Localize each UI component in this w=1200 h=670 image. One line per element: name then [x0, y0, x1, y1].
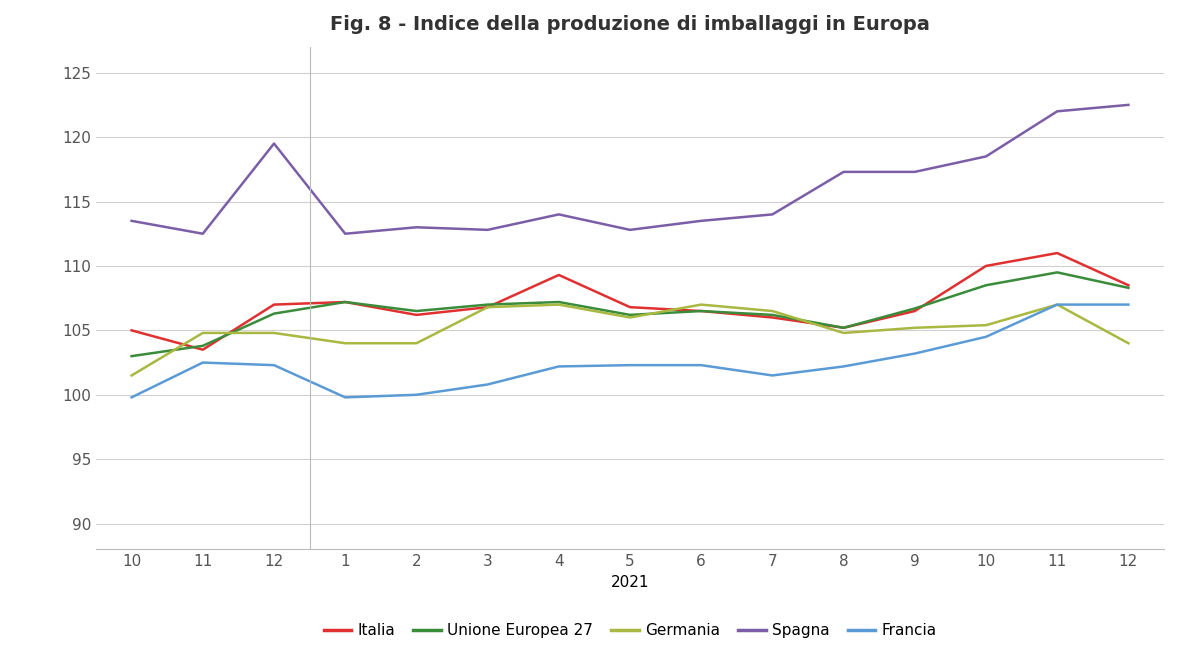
Spagna [694, 217, 708, 225]
Italia [196, 346, 210, 354]
Unione Europea 27 [552, 298, 566, 306]
Spagna [979, 152, 994, 160]
Unione Europea 27 [125, 352, 139, 360]
Spagna [552, 210, 566, 218]
Italia [1050, 249, 1064, 257]
Germania [907, 324, 922, 332]
Germania [196, 329, 210, 337]
Unione Europea 27 [694, 307, 708, 315]
Italia [552, 271, 566, 279]
Germania [338, 339, 353, 347]
Germania [1121, 339, 1135, 347]
Francia [836, 362, 851, 371]
Spagna [766, 210, 780, 218]
Germania [979, 321, 994, 329]
Italia [907, 307, 922, 315]
Italia [836, 324, 851, 332]
Spagna [836, 168, 851, 176]
Germania [1050, 301, 1064, 309]
Unione Europea 27 [196, 342, 210, 350]
Francia [480, 381, 494, 389]
Title: Fig. 8 - Indice della produzione di imballaggi in Europa: Fig. 8 - Indice della produzione di imba… [330, 15, 930, 34]
Germania [480, 303, 494, 311]
Italia [266, 301, 281, 309]
Spagna [409, 223, 424, 231]
Francia [125, 393, 139, 401]
Spagna [338, 230, 353, 238]
Francia [979, 333, 994, 341]
Italia [338, 298, 353, 306]
Unione Europea 27 [480, 301, 494, 309]
Francia [338, 393, 353, 401]
Line: Spagna: Spagna [132, 105, 1128, 234]
Italia [623, 303, 637, 311]
Spagna [196, 230, 210, 238]
Unione Europea 27 [907, 304, 922, 312]
Francia [196, 358, 210, 366]
Italia [1121, 281, 1135, 289]
Unione Europea 27 [266, 310, 281, 318]
Francia [409, 391, 424, 399]
Francia [694, 361, 708, 369]
X-axis label: 2021: 2021 [611, 575, 649, 590]
Francia [907, 350, 922, 358]
Francia [1121, 301, 1135, 309]
Spagna [1121, 101, 1135, 109]
Unione Europea 27 [1050, 269, 1064, 277]
Unione Europea 27 [979, 281, 994, 289]
Francia [266, 361, 281, 369]
Germania [266, 329, 281, 337]
Italia [480, 303, 494, 311]
Francia [623, 361, 637, 369]
Francia [1050, 301, 1064, 309]
Germania [836, 329, 851, 337]
Germania [552, 301, 566, 309]
Italia [766, 314, 780, 322]
Germania [694, 301, 708, 309]
Spagna [125, 217, 139, 225]
Germania [409, 339, 424, 347]
Unione Europea 27 [836, 324, 851, 332]
Unione Europea 27 [1121, 284, 1135, 292]
Line: Francia: Francia [132, 305, 1128, 397]
Line: Unione Europea 27: Unione Europea 27 [132, 273, 1128, 356]
Line: Germania: Germania [132, 305, 1128, 375]
Francia [766, 371, 780, 379]
Francia [552, 362, 566, 371]
Spagna [266, 139, 281, 147]
Spagna [623, 226, 637, 234]
Spagna [480, 226, 494, 234]
Italia [694, 307, 708, 315]
Spagna [907, 168, 922, 176]
Legend: Italia, Unione Europea 27, Germania, Spagna, Francia: Italia, Unione Europea 27, Germania, Spa… [318, 617, 942, 645]
Germania [623, 314, 637, 322]
Unione Europea 27 [766, 311, 780, 319]
Italia [125, 326, 139, 334]
Italia [979, 262, 994, 270]
Germania [125, 371, 139, 379]
Unione Europea 27 [338, 298, 353, 306]
Germania [766, 307, 780, 315]
Italia [409, 311, 424, 319]
Spagna [1050, 107, 1064, 115]
Unione Europea 27 [409, 307, 424, 315]
Unione Europea 27 [623, 311, 637, 319]
Line: Italia: Italia [132, 253, 1128, 350]
